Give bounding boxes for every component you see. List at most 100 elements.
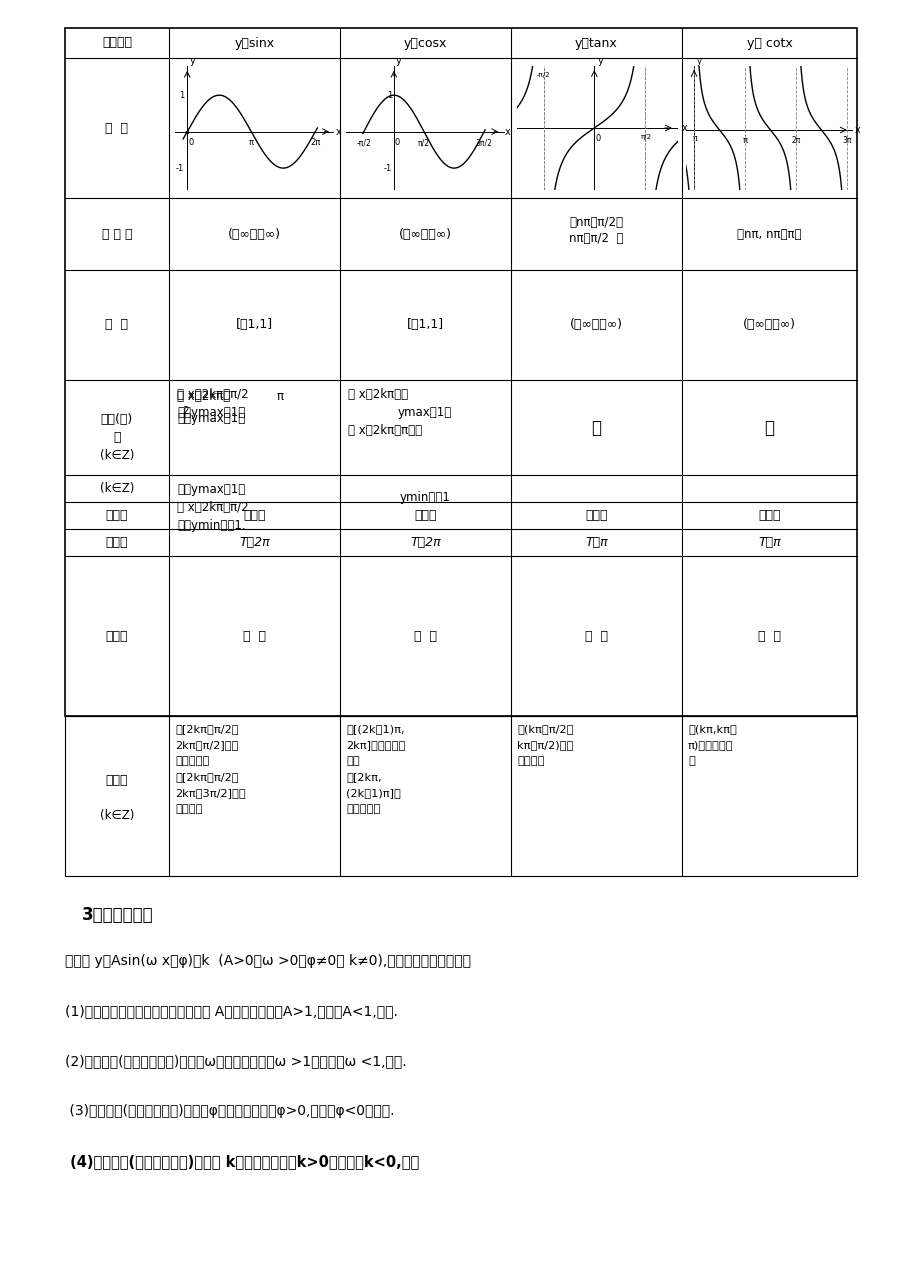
Text: 二用函数: 二用函数 <box>102 37 131 50</box>
Text: (k∈Z): (k∈Z) <box>99 809 134 823</box>
Text: 奇函数: 奇函数 <box>243 510 266 522</box>
Text: π: π <box>692 134 697 143</box>
Text: 有界性: 有界性 <box>106 629 128 642</box>
Text: 2: 2 <box>176 406 189 417</box>
Text: [－1,1]: [－1,1] <box>235 318 273 331</box>
Text: kπ＋π/2)内都: kπ＋π/2)内都 <box>516 740 573 750</box>
Text: -1: -1 <box>176 163 184 172</box>
Text: 0: 0 <box>394 138 400 148</box>
Text: 奇函数: 奇函数 <box>584 510 607 522</box>
Text: 无  界: 无 界 <box>757 629 780 642</box>
Text: 1: 1 <box>178 90 184 99</box>
Text: 数，: 数， <box>346 755 359 766</box>
Text: 时，ymax＝1；: 时，ymax＝1； <box>176 412 245 426</box>
Text: 定 义 域: 定 义 域 <box>102 228 132 241</box>
Text: 0: 0 <box>596 134 600 143</box>
Text: 2kπ]上都是增函: 2kπ]上都是增函 <box>346 740 405 750</box>
Text: y: y <box>189 56 195 66</box>
Text: 是增函数: 是增函数 <box>516 755 544 766</box>
Text: (－∞，＋∞): (－∞，＋∞) <box>570 318 622 331</box>
Text: 有  界: 有 界 <box>243 629 266 642</box>
Text: nπ＋π/2  ）: nπ＋π/2 ） <box>569 232 623 246</box>
Text: y: y <box>596 56 603 66</box>
Text: (－∞，＋∞): (－∞，＋∞) <box>743 318 795 331</box>
Text: 时，ymin＝－1.: 时，ymin＝－1. <box>176 519 245 533</box>
Text: 3π: 3π <box>841 135 851 145</box>
Text: T＝π: T＝π <box>584 536 607 549</box>
Text: π: π <box>277 390 284 403</box>
Text: y＝ cotx: y＝ cotx <box>746 37 791 50</box>
Text: π: π <box>742 135 747 145</box>
Text: 对函数 y＝Asin(ω x＋φ)＋k  (A>0，ω >0，φ≠0， k≠0),其图象的基本变换有：: 对函数 y＝Asin(ω x＋φ)＋k (A>0，ω >0，φ≠0， k≠0),… <box>65 954 471 968</box>
Text: π: π <box>248 138 254 148</box>
Text: x: x <box>854 125 859 135</box>
Text: 当 x＝2kπ时，: 当 x＝2kπ时， <box>347 389 408 401</box>
Bar <box>65 28 857 716</box>
Text: T＝2π: T＝2π <box>410 536 440 549</box>
Text: 在[2kπ,: 在[2kπ, <box>346 772 381 782</box>
Text: (1)振幅变换（纵向伸缩变换）：是由 A的变化引起的．A>1,伸长；A<1,缩短.: (1)振幅变换（纵向伸缩变换）：是由 A的变化引起的．A>1,伸长；A<1,缩短… <box>65 1004 397 1018</box>
Text: 无: 无 <box>764 418 774 437</box>
Text: y＝cosx: y＝cosx <box>403 37 447 50</box>
Text: x: x <box>680 124 686 132</box>
Text: -π/2: -π/2 <box>356 138 370 148</box>
Text: （nπ－π/2，: （nπ－π/2， <box>569 215 623 228</box>
Text: 2π: 2π <box>790 135 800 145</box>
Text: 在(kπ,kπ＋: 在(kπ,kπ＋ <box>687 724 736 734</box>
Text: (－∞，＋∞): (－∞，＋∞) <box>228 228 280 241</box>
Text: (3)相位变换(横向平移变换)：是由φ的变化引起的．φ>0,左移；φ<0，右移.: (3)相位变换(横向平移变换)：是由φ的变化引起的．φ>0,左移；φ<0，右移. <box>65 1105 394 1119</box>
Text: 时，ymax＝1；: 时，ymax＝1； <box>176 483 245 496</box>
Text: 当 x＝2kπ＋π/2: 当 x＝2kπ＋π/2 <box>176 389 248 401</box>
Text: (2)周期变换(横向伸缩变换)：是由ω的变化引起的．ω >1，缩短；ω <1,伸长.: (2)周期变换(横向伸缩变换)：是由ω的变化引起的．ω >1，缩短；ω <1,伸… <box>65 1054 406 1068</box>
Text: ymin＝－1: ymin＝－1 <box>399 492 450 505</box>
Text: y: y <box>395 56 401 66</box>
Text: 最大(小): 最大(小) <box>101 413 133 426</box>
Text: T＝π: T＝π <box>757 536 780 549</box>
Text: [－1,1]: [－1,1] <box>406 318 444 331</box>
Text: -π/2: -π/2 <box>537 73 550 78</box>
Text: 图  象: 图 象 <box>106 121 129 135</box>
Text: 当 x＝2kπ－π/2: 当 x＝2kπ－π/2 <box>176 501 248 513</box>
Text: 3。图像的平移: 3。图像的平移 <box>82 906 153 924</box>
Text: 是增函数，: 是增函数， <box>175 755 210 766</box>
Text: 在[2kπ－π/2，: 在[2kπ－π/2， <box>175 724 238 734</box>
Text: 奇函数: 奇函数 <box>757 510 780 522</box>
Text: 奇偶性: 奇偶性 <box>106 510 128 522</box>
Text: 偶函数: 偶函数 <box>414 510 437 522</box>
Text: 在[(2k－1)π,: 在[(2k－1)π, <box>346 724 404 734</box>
Text: 当 x＝2kπ＋π时，: 当 x＝2kπ＋π时， <box>347 424 422 437</box>
Text: (4)上下平移(纵向平移变换)：是由 k的变化引起的．k>0，上移；k<0,下移: (4)上下平移(纵向平移变换)：是由 k的变化引起的．k>0，上移；k<0,下移 <box>65 1154 419 1170</box>
Text: 2kπ＋π/2]上都: 2kπ＋π/2]上都 <box>175 740 238 750</box>
Text: (－∞，＋∞): (－∞，＋∞) <box>399 228 451 241</box>
Text: 都是减函数: 都是减函数 <box>346 804 380 814</box>
Text: 在[2kπ＋π/2，: 在[2kπ＋π/2， <box>175 772 238 782</box>
Text: （nπ, nπ＋π）: （nπ, nπ＋π） <box>736 228 800 241</box>
Text: 2kπ＋3π/2]上都: 2kπ＋3π/2]上都 <box>175 789 245 798</box>
Text: 是减函数: 是减函数 <box>175 804 202 814</box>
Text: π/2: π/2 <box>417 138 429 148</box>
Bar <box>65 716 857 877</box>
Text: π)内都是减函: π)内都是减函 <box>687 740 732 750</box>
Text: 2π: 2π <box>310 138 320 148</box>
Text: 有  界: 有 界 <box>414 629 437 642</box>
Text: 0: 0 <box>188 138 193 148</box>
Text: y＝sinx: y＝sinx <box>234 37 274 50</box>
Text: x: x <box>335 126 342 136</box>
Text: ymax＝1；: ymax＝1； <box>397 406 451 419</box>
Text: x: x <box>505 126 510 136</box>
Text: 无  界: 无 界 <box>584 629 607 642</box>
Text: y: y <box>696 57 701 66</box>
Text: T＝2π: T＝2π <box>239 536 269 549</box>
Text: (2k＋1)π]上: (2k＋1)π]上 <box>346 789 401 798</box>
Text: 单调性: 单调性 <box>106 775 128 787</box>
Text: 当 x＝2kπ＋: 当 x＝2kπ＋ <box>176 390 230 403</box>
Text: 无: 无 <box>591 418 601 437</box>
Text: 值: 值 <box>113 431 120 445</box>
Text: 数: 数 <box>687 755 694 766</box>
Text: y＝tanx: y＝tanx <box>574 37 618 50</box>
Text: π/2: π/2 <box>641 134 652 140</box>
Text: 值  域: 值 域 <box>106 318 129 331</box>
Text: 时，ymax＝1；: 时，ymax＝1； <box>176 406 245 419</box>
Text: 周期性: 周期性 <box>106 536 128 549</box>
Text: (k∈Z): (k∈Z) <box>99 482 134 496</box>
